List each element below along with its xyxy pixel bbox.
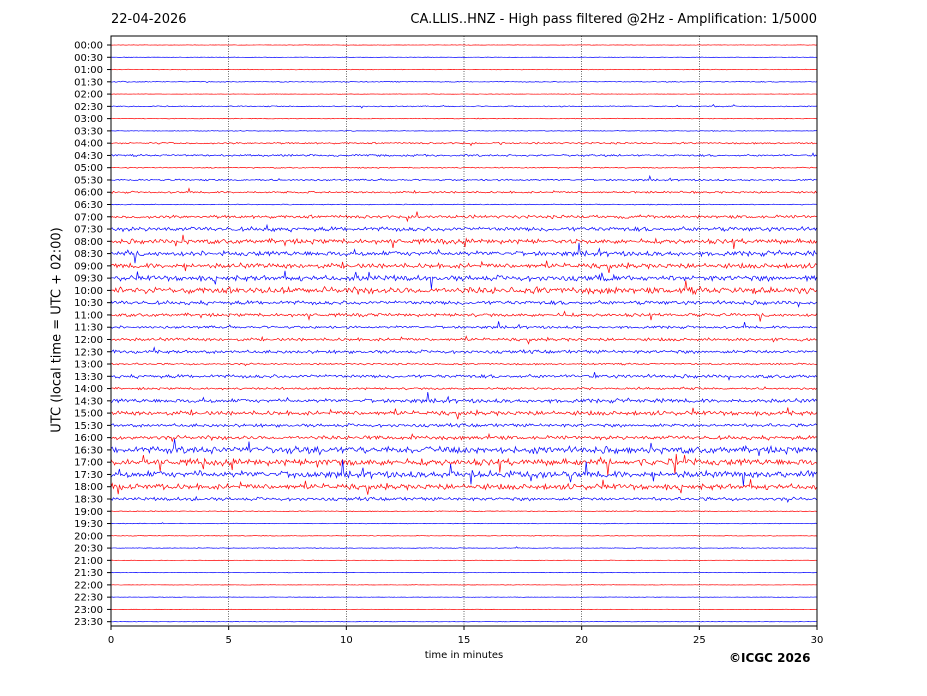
trace-1330 [110,372,817,381]
y-tick-label-2200: 22:00 [74,580,103,591]
y-tick-label-1530: 15:30 [74,421,103,432]
y-tick-label-0500: 05:00 [74,163,103,174]
y-tick-label-1900: 19:00 [74,507,103,518]
trace-0500 [110,166,817,169]
x-tick-label-30: 30 [811,635,824,646]
x-tick-label-0: 0 [108,635,114,646]
y-tick-label-1700: 17:00 [74,458,103,469]
trace-1200 [110,335,817,345]
y-tick-label-2330: 23:30 [74,617,103,628]
y-tick-label-1030: 10:30 [74,298,103,309]
y-tick-label-0200: 02:00 [74,90,103,101]
y-tick-label-0030: 00:30 [74,53,103,64]
trace-0530 [110,174,817,182]
y-tick-label-2000: 20:00 [74,531,103,542]
y-tick-label-1430: 14:30 [74,396,103,407]
x-tick-label-10: 10 [340,635,353,646]
y-tick-label-0430: 04:30 [74,151,103,162]
y-tick-label-2030: 20:30 [74,544,103,555]
y-tick-label-0730: 07:30 [74,225,103,236]
y-tick-label-1130: 11:30 [74,323,103,334]
trace-1600 [110,432,817,443]
trace-2030 [110,546,817,549]
y-tick-label-1330: 13:30 [74,372,103,383]
y-tick-label-0530: 05:30 [74,175,103,186]
trace-0030 [110,56,817,58]
y-tick-label-1630: 16:30 [74,445,103,456]
trace-2200 [110,584,817,586]
y-tick-label-1800: 18:00 [74,482,103,493]
trace-2100 [110,559,817,562]
y-tick-label-0630: 06:30 [74,200,103,211]
y-tick-label-1100: 11:00 [74,310,103,321]
x-ticks-group: 0 5 10 15 20 25 30 [108,626,824,646]
y-tick-label-0700: 07:00 [74,212,103,223]
y-tick-label-0300: 03:00 [74,114,103,125]
trace-2130 [110,572,817,574]
trace-0000 [110,44,817,46]
y-tick-label-0100: 01:00 [74,65,103,76]
y-tick-label-2130: 21:30 [74,568,103,579]
y-tick-label-1600: 16:00 [74,433,103,444]
trace-0400 [110,141,817,147]
y-tick-label-0930: 09:30 [74,274,103,285]
y-tick-label-2100: 21:00 [74,556,103,567]
y-tick-label-0400: 04:00 [74,139,103,150]
trace-1000 [110,280,817,296]
y-tick-label-1400: 14:00 [74,384,103,395]
x-tick-label-15: 15 [458,635,471,646]
y-tick-label-1000: 10:00 [74,286,103,297]
trace-1430 [110,391,817,405]
y-tick-label-2300: 23:00 [74,605,103,616]
x-axis-label: time in minutes [424,650,504,661]
y-tick-label-1200: 12:00 [74,335,103,346]
trace-0700 [110,211,817,223]
y-tick-label-1830: 18:30 [74,494,103,505]
y-tick-label-1500: 15:00 [74,409,103,420]
y-tick-label-0830: 08:30 [74,249,103,260]
trace-1700 [110,453,817,476]
plot-frame [110,35,818,627]
trace-1030 [110,299,817,308]
y-tick-label-2230: 22:30 [74,593,103,604]
x-tick-label-25: 25 [693,635,706,646]
y-tick-label-1930: 19:30 [74,519,103,530]
y-tick-label-0800: 08:00 [74,237,103,248]
y-tick-label-0330: 03:30 [74,126,103,137]
grid-group [228,36,700,626]
x-tick-label-20: 20 [575,635,588,646]
trace-1230 [110,346,817,355]
chart-title: CA.LLIS..HNZ - High pass filtered @2Hz -… [410,12,817,27]
y-tick-label-1300: 13:00 [74,360,103,371]
y-tick-label-0230: 02:30 [74,102,103,113]
trace-0600 [110,187,817,194]
y-tick-label-1730: 17:30 [74,470,103,481]
trace-0830 [110,242,817,264]
date-label: 22-04-2026 [111,12,187,27]
y-tick-label-0900: 09:00 [74,261,103,272]
y-tick-label-0000: 00:00 [74,41,103,52]
y-tick-label-0130: 01:30 [74,77,103,88]
copyright-label: ©ICGC 2026 [729,651,811,665]
trace-1130 [110,321,817,330]
trace-0930 [110,270,817,290]
trace-1400 [110,386,817,391]
y-tick-label-0600: 06:00 [74,188,103,199]
y-tick-label-1230: 12:30 [74,347,103,358]
x-tick-label-5: 5 [225,635,231,646]
